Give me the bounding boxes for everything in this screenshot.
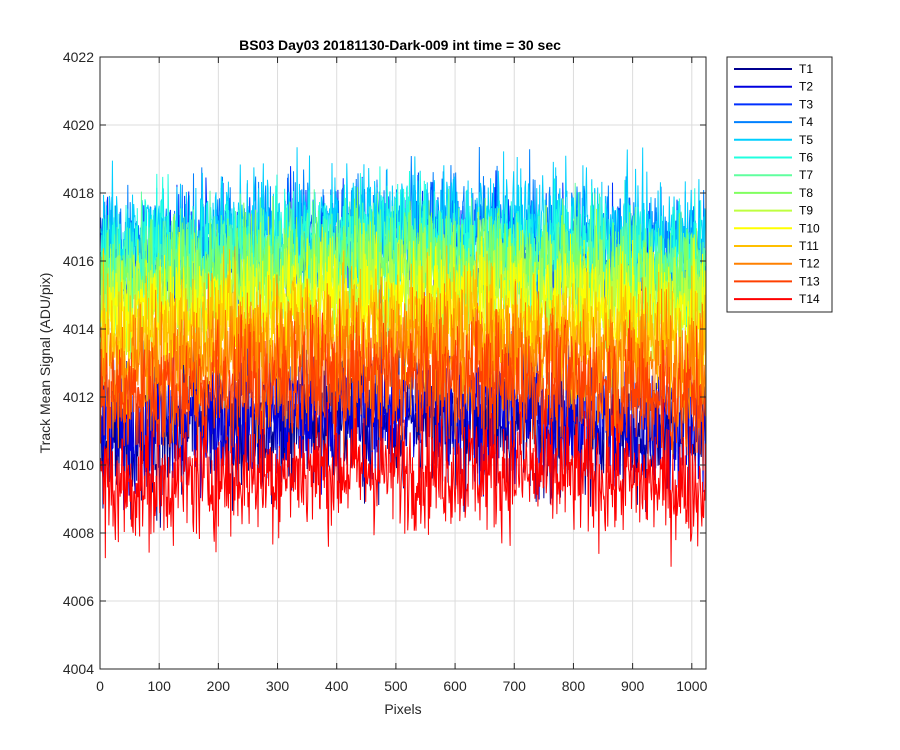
legend-label-t3: T3 <box>799 97 813 111</box>
x-tick-label: 100 <box>148 678 172 694</box>
y-tick-label: 4010 <box>63 457 94 473</box>
legend-label-t6: T6 <box>799 151 813 165</box>
y-tick-label: 4014 <box>63 321 94 337</box>
y-axis-title: Track Mean Signal (ADU/pix) <box>37 273 53 454</box>
y-tick-label: 4004 <box>63 661 94 677</box>
y-tick-label: 4006 <box>63 593 94 609</box>
x-tick-label: 400 <box>325 678 349 694</box>
y-tick-label: 4020 <box>63 117 94 133</box>
legend-label-t5: T5 <box>799 133 813 147</box>
legend-label-t12: T12 <box>799 257 820 271</box>
legend-label-t13: T13 <box>799 274 820 288</box>
y-tick-label: 4008 <box>63 525 94 541</box>
x-tick-label: 800 <box>562 678 586 694</box>
legend-label-t9: T9 <box>799 204 813 218</box>
x-tick-label: 300 <box>266 678 290 694</box>
legend-label-t4: T4 <box>799 115 813 129</box>
plot-frame <box>99 56 707 670</box>
legend-label-t2: T2 <box>799 80 813 94</box>
x-tick-label: 500 <box>384 678 408 694</box>
series-lines <box>100 147 707 567</box>
legend-label-t11: T11 <box>799 239 819 253</box>
axis-ticks: 0 100 200 300 400 500 600 700 800 900 1000 4004 4006… <box>63 49 708 694</box>
x-tick-label: 200 <box>207 678 231 694</box>
y-tick-label: 4022 <box>63 49 94 65</box>
series-line-t10 <box>100 222 707 402</box>
x-tick-label: 0 <box>96 678 104 694</box>
series-line-t6 <box>100 166 707 333</box>
series-line-t14 <box>100 394 707 567</box>
x-tick-label: 1000 <box>676 678 707 694</box>
legend-label-t7: T7 <box>799 168 813 182</box>
y-tick-label: 4012 <box>63 389 94 405</box>
legend-label-t1: T1 <box>799 62 813 76</box>
legend-label-t10: T10 <box>799 221 820 235</box>
x-tick-label: 900 <box>621 678 645 694</box>
y-tick-label: 4016 <box>63 253 94 269</box>
chart-title: BS03 Day03 20181130-Dark-009 int time = … <box>239 37 561 53</box>
legend-label-t14: T14 <box>799 292 820 306</box>
legend-label-t8: T8 <box>799 186 813 200</box>
legend-box <box>726 56 833 313</box>
series-line-t13 <box>100 292 707 473</box>
x-tick-label: 600 <box>443 678 467 694</box>
x-tick-label: 700 <box>503 678 527 694</box>
y-tick-label: 4018 <box>63 185 94 201</box>
x-axis-title: Pixels <box>384 701 421 717</box>
legend: T1 T2 T3 T4 T5 T6 T7 T8 T9 T10 T11 T12 T13 T14 <box>726 56 833 313</box>
